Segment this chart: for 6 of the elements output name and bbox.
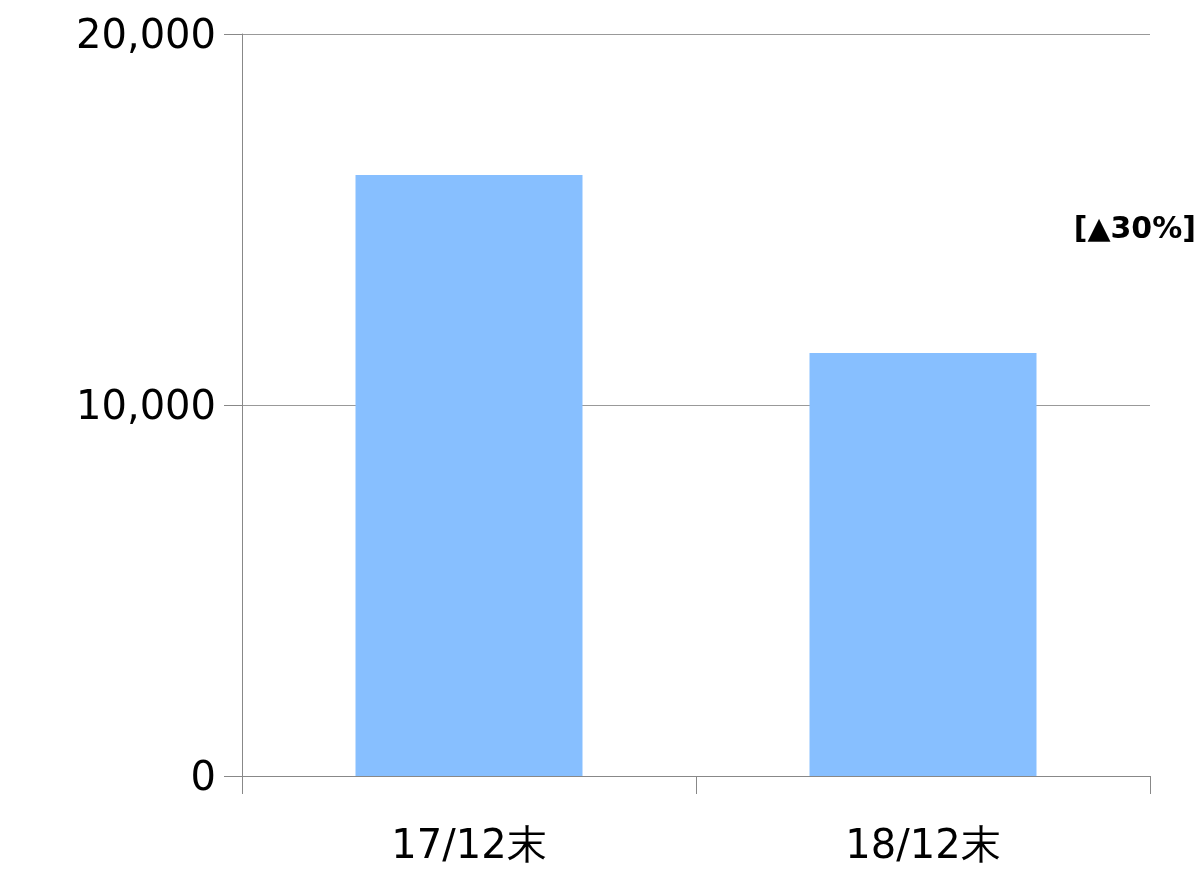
x-tick-label: 17/12末 (391, 821, 547, 867)
annotation: [▲30%] (1073, 209, 1197, 245)
y-tick-label: 20,000 (76, 11, 216, 57)
x-tick-label: 18/12末 (845, 821, 1001, 867)
y-tick-label: 0 (190, 753, 216, 799)
y-tick-label: 10,000 (76, 382, 216, 428)
